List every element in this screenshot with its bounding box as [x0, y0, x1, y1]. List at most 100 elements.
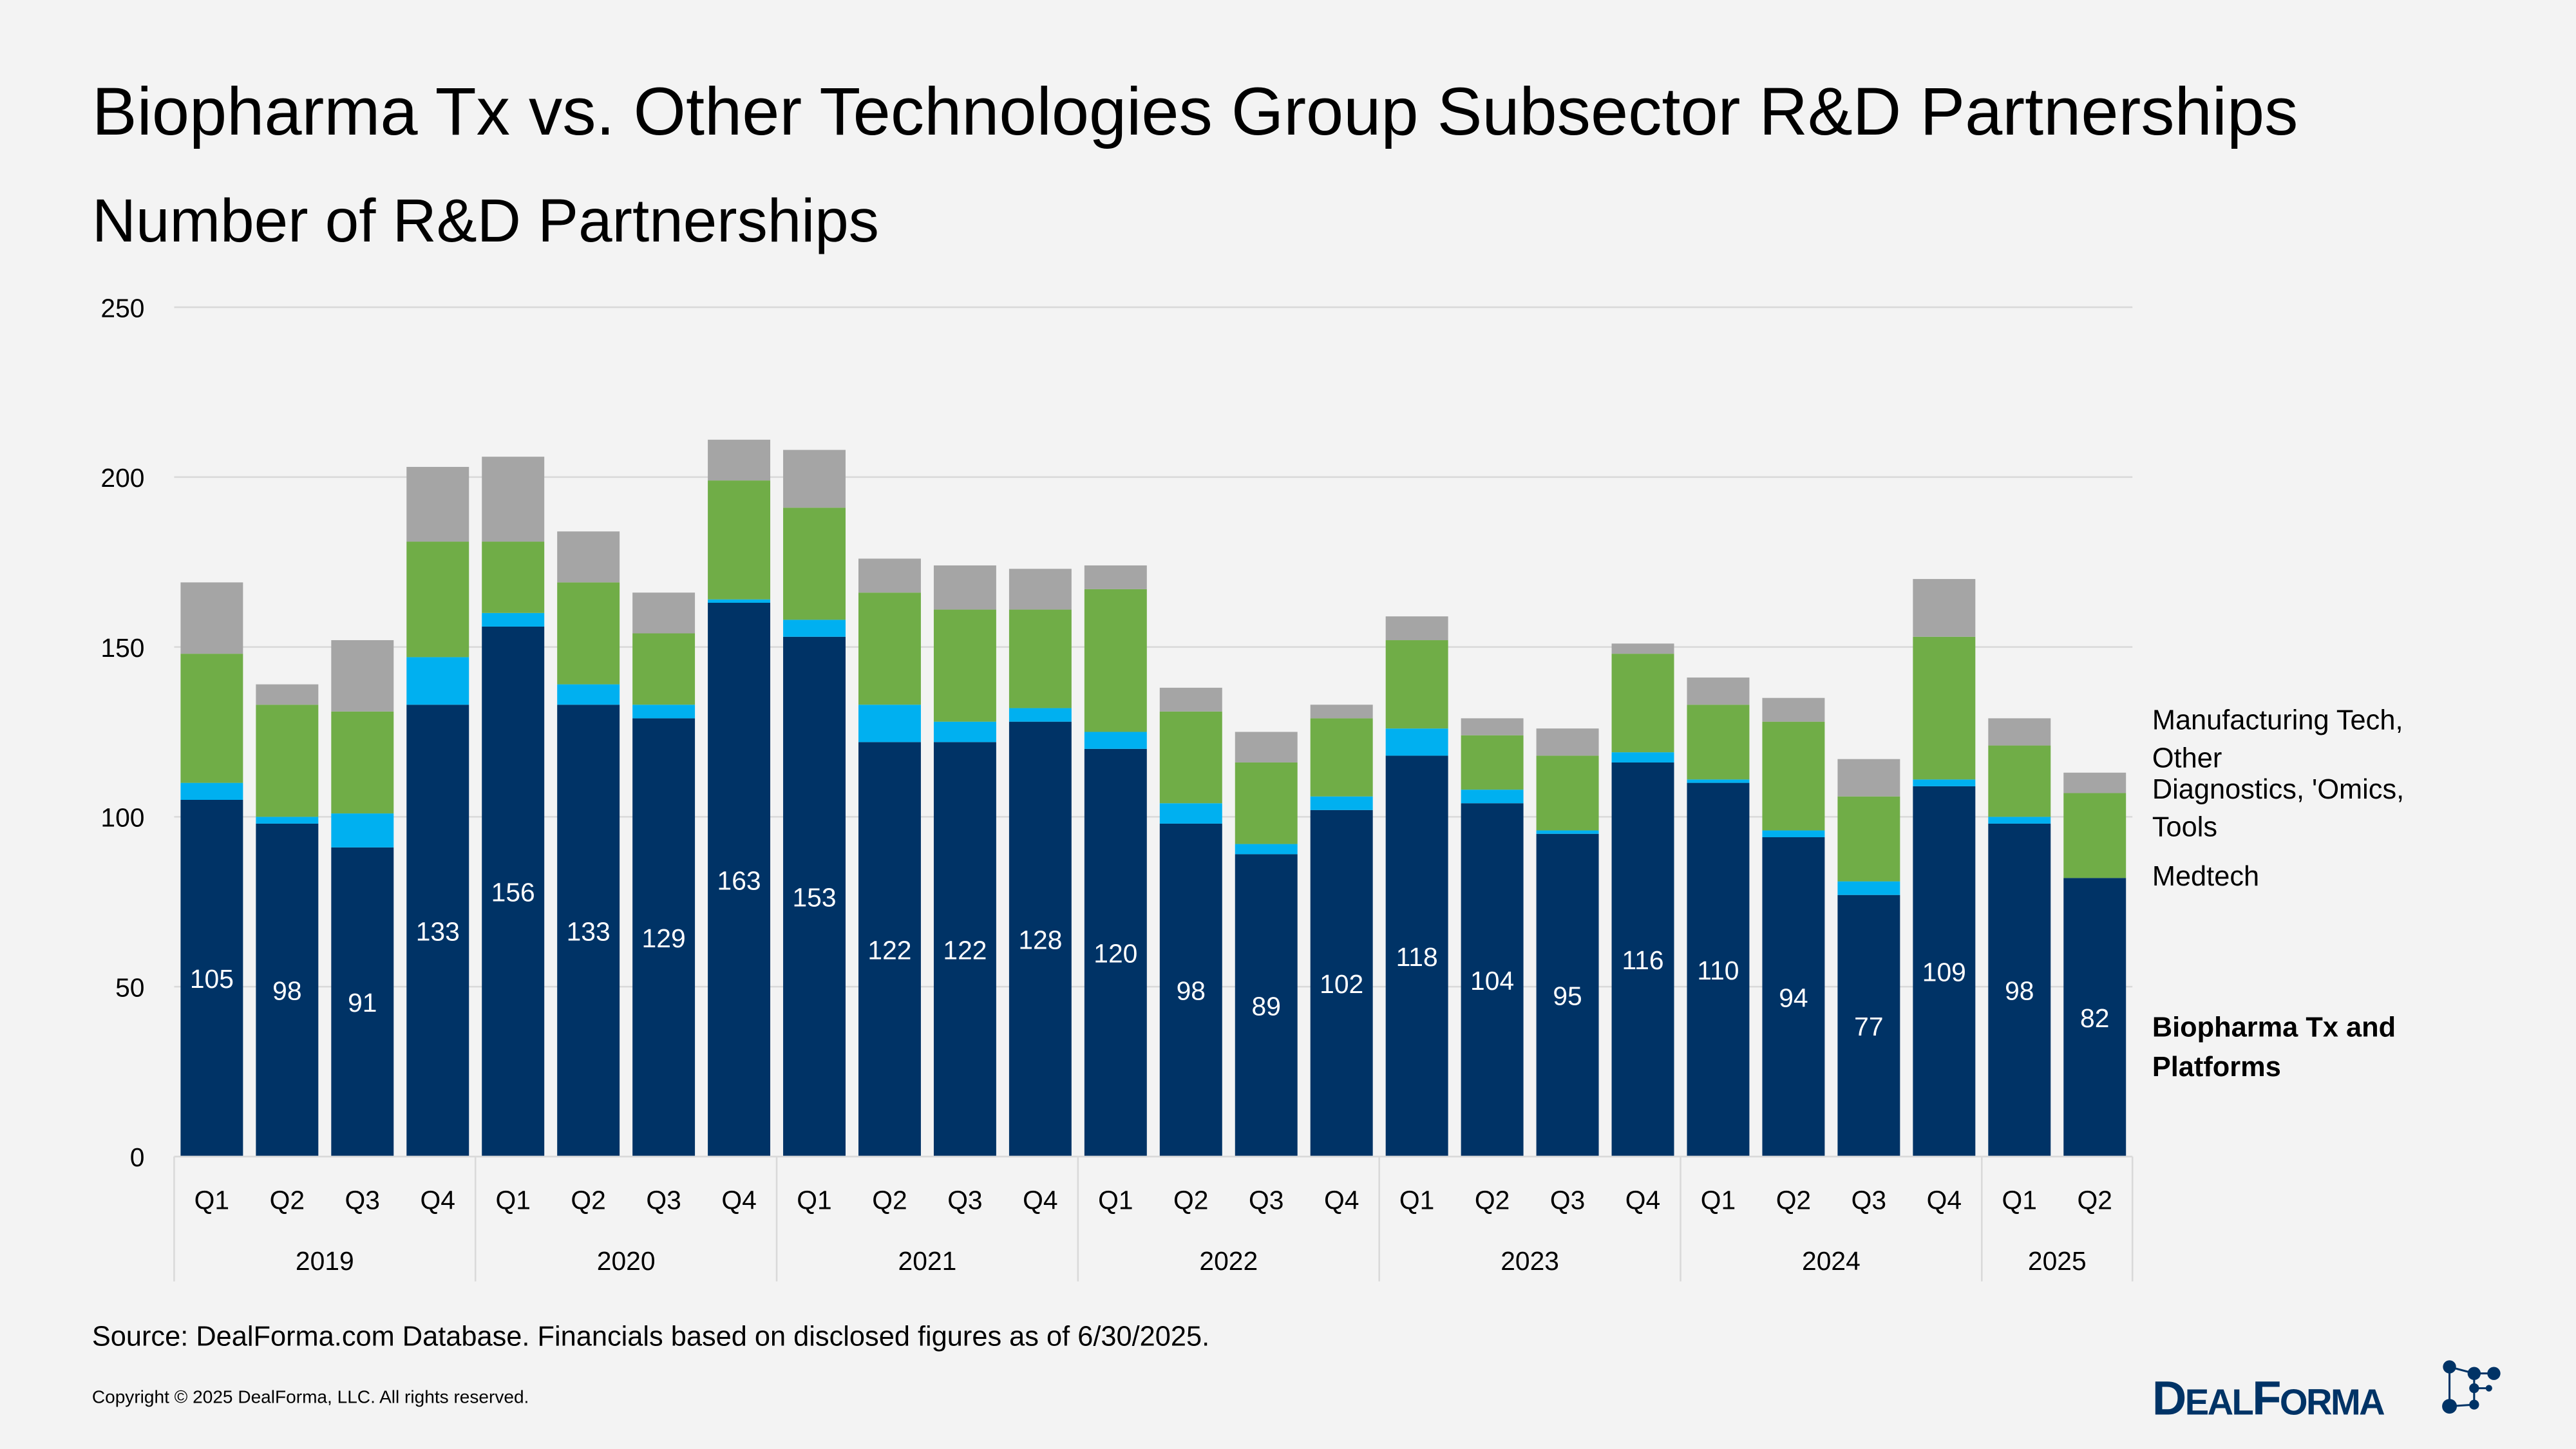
bar-segment: [708, 480, 771, 600]
bar-segment: [331, 711, 394, 814]
y-tick-label: 50: [115, 972, 144, 1002]
bar-segment: [1461, 735, 1524, 790]
data-label: 77: [1854, 1012, 1883, 1041]
bar-stack: 104: [1461, 718, 1524, 1157]
bar-segment: [331, 813, 394, 848]
data-label: 82: [2080, 1003, 2109, 1033]
bar-segment: [1988, 823, 2051, 1157]
data-label: 98: [272, 976, 301, 1006]
bar-segment: [482, 626, 545, 1157]
data-label: 95: [1553, 981, 1582, 1011]
bar-stack: 128: [1009, 569, 1072, 1157]
source-note: Source: DealForma.com Database. Financia…: [92, 1321, 1209, 1352]
legend: Biopharma Tx and Platforms Medtech Diagnost…: [2152, 705, 2404, 1083]
y-tick-label: 150: [100, 633, 144, 663]
bar-segment: [1611, 762, 1674, 1157]
x-tick-label: Q3: [646, 1186, 681, 1215]
x-tick-label: Q3: [345, 1186, 380, 1215]
bar-segment: [1009, 708, 1072, 722]
year-label: 2019: [296, 1246, 354, 1276]
bar-segment: [1009, 609, 1072, 708]
bar-segment: [783, 636, 846, 1157]
data-label: 98: [1177, 976, 1206, 1006]
bar-segment: [482, 612, 545, 627]
bar-stack: 163: [708, 439, 771, 1157]
bar-segment: [1159, 803, 1222, 824]
bar-segment: [1310, 705, 1373, 719]
data-label: 133: [567, 916, 611, 946]
x-tick-label: Q2: [1475, 1186, 1510, 1215]
bar-segment: [933, 609, 996, 722]
data-label: 109: [1922, 958, 1966, 987]
x-tick-label: Q3: [1249, 1186, 1283, 1215]
bar-segment: [256, 823, 319, 1157]
data-label: 120: [1094, 939, 1137, 969]
bar-stack: 129: [632, 592, 696, 1157]
x-tick-label: Q3: [947, 1186, 982, 1215]
data-label: 133: [416, 916, 460, 946]
x-tick-label: Q1: [194, 1186, 229, 1215]
y-tick-label: 250: [100, 293, 144, 323]
bar-segment: [632, 592, 696, 634]
bar-stack: 98: [1988, 718, 2051, 1157]
bar-segment: [1235, 854, 1298, 1157]
bar-segment: [1084, 748, 1147, 1157]
bar-segment: [180, 799, 243, 1157]
bar-segment: [1913, 779, 1976, 786]
bar-stack: 102: [1310, 705, 1373, 1157]
x-tick-label: Q4: [1324, 1186, 1359, 1215]
bar-segment: [858, 592, 921, 705]
bar-segment: [1611, 654, 1674, 753]
x-tick-label: Q4: [721, 1186, 756, 1215]
bar-segment: [1084, 565, 1147, 589]
bar-segment: [1235, 844, 1298, 855]
data-label: 122: [867, 935, 911, 965]
bar-segment: [1687, 705, 1750, 780]
bar-segment: [1461, 790, 1524, 804]
bar-segment: [1009, 569, 1072, 610]
bar-segment: [1913, 636, 1976, 780]
legend-label: Medtech: [2152, 861, 2259, 892]
data-label: 110: [1697, 956, 1739, 985]
x-tick-label: Q2: [872, 1186, 907, 1215]
data-label: 98: [2005, 976, 2034, 1006]
bar-segment: [1837, 895, 1900, 1157]
bar-segment: [1235, 732, 1298, 762]
x-tick-label: Q1: [495, 1186, 530, 1215]
bar-segment: [783, 507, 846, 620]
bar-segment: [1536, 728, 1599, 756]
bar-segment: [557, 531, 620, 583]
copyright: Copyright © 2025 DealForma, LLC. All rig…: [92, 1387, 529, 1407]
x-tick-label: Q4: [421, 1186, 455, 1215]
bar-segment: [1310, 810, 1373, 1157]
bar-stack: 77: [1837, 759, 1900, 1157]
bar-segment: [632, 705, 696, 719]
bar-segment: [933, 565, 996, 610]
bar-stack: 116: [1611, 643, 1674, 1157]
x-tick-label: Q1: [1098, 1186, 1133, 1215]
bar-segment: [406, 542, 469, 658]
bar-segment: [858, 705, 921, 743]
bar-segment: [632, 633, 696, 705]
data-label: 153: [792, 883, 836, 913]
bar-segment: [1461, 803, 1524, 1157]
y-axis: 0 50 100 150 200 250: [100, 293, 144, 1172]
bar-segment: [1385, 640, 1448, 729]
bar-segment: [557, 684, 620, 705]
legend-label: Diagnostics, 'Omics, Tools: [2152, 774, 2404, 843]
x-tick-label: Q2: [1173, 1186, 1208, 1215]
year-label: 2024: [1802, 1246, 1861, 1276]
bar-segment: [1988, 718, 2051, 746]
bar-stack: 133: [557, 531, 620, 1157]
bar-segment: [256, 817, 319, 824]
bar-segment: [1159, 823, 1222, 1157]
bar-segment: [632, 718, 696, 1157]
bar-segment: [1385, 728, 1448, 756]
bar-segment: [1762, 697, 1825, 722]
x-tick-label: Q4: [1023, 1186, 1057, 1215]
bar-segment: [858, 742, 921, 1157]
bar-segment: [1687, 782, 1750, 1157]
bar-segment: [858, 558, 921, 593]
year-label: 2023: [1501, 1246, 1559, 1276]
bar-segment: [331, 640, 394, 712]
